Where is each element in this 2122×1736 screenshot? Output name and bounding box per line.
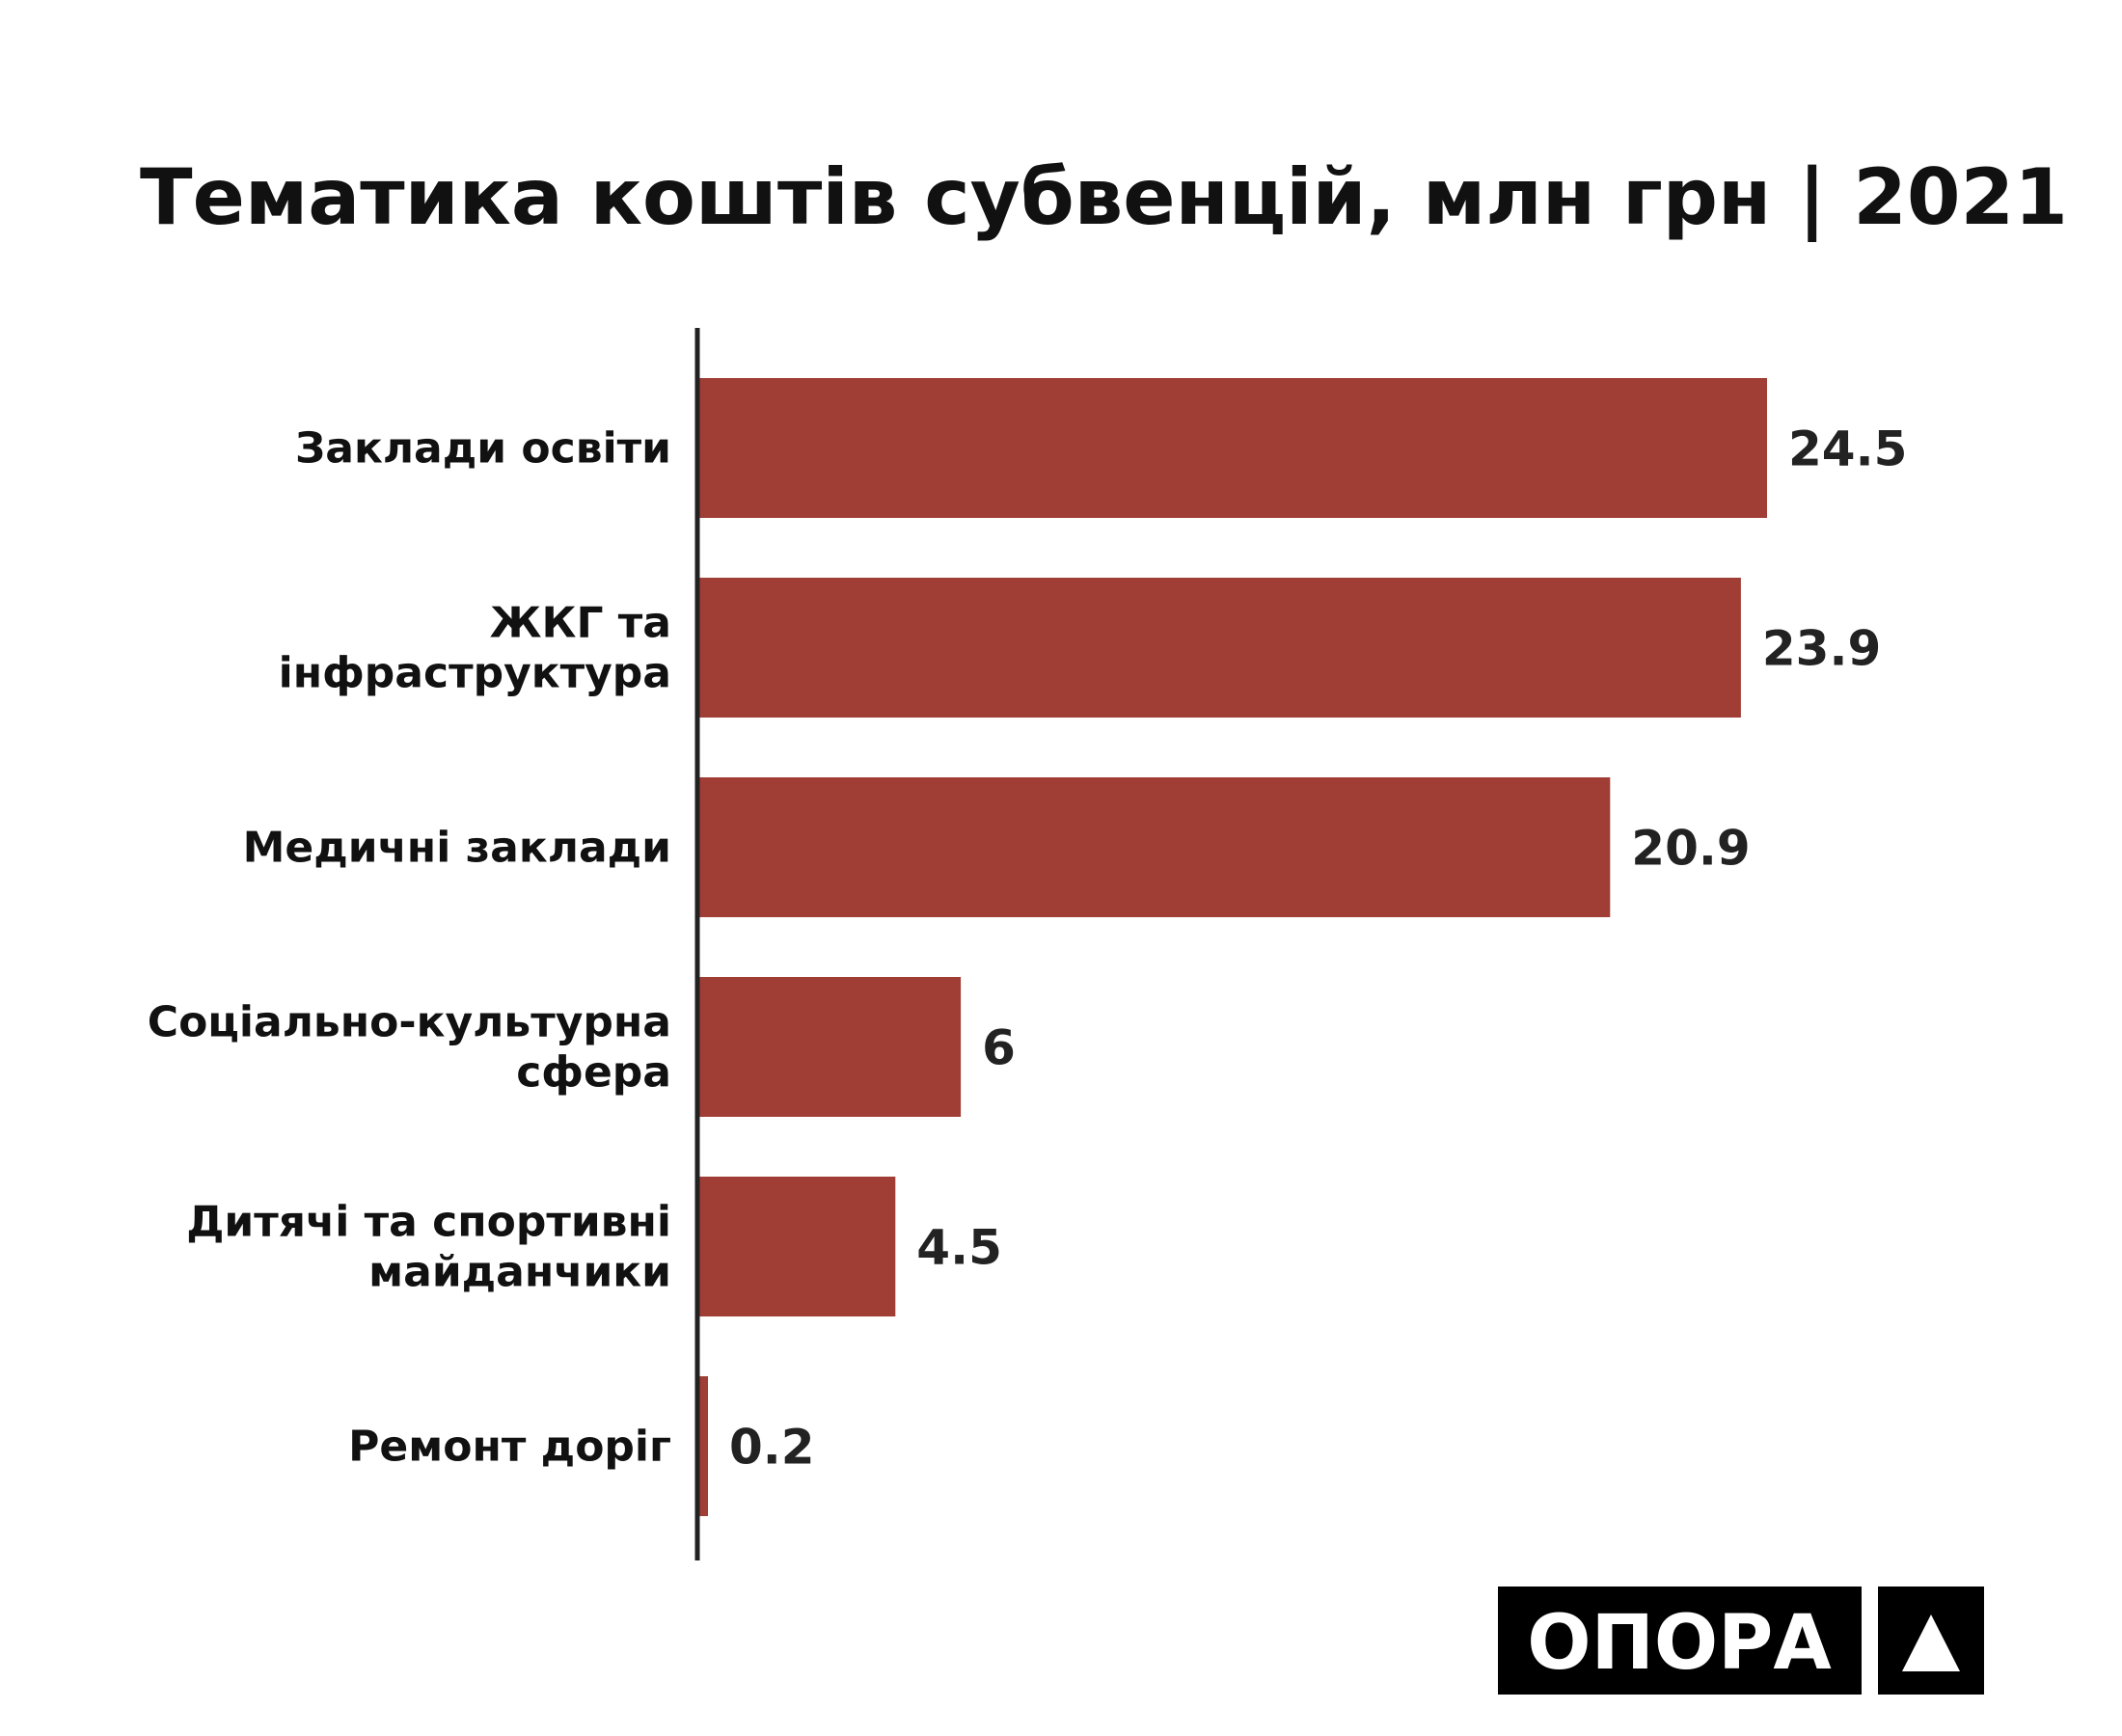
category-label-3-line-0: Соціально-культурна <box>148 998 671 1047</box>
category-label-5-line-0: Ремонт доріг <box>348 1423 671 1472</box>
value-label-2: 20.9 <box>1631 821 1750 877</box>
bar-2 <box>699 777 1611 917</box>
bar-3 <box>699 977 962 1117</box>
category-label-4: Дитячі та спортивні майданчики <box>186 1198 671 1297</box>
chart-title: Тематика коштів субвенцій, млн грн | 202… <box>140 152 2068 243</box>
value-labels: 24.5 23.9 20.9 6 4.5 0.2 <box>729 421 1907 1476</box>
logo-text: ОПОРА <box>1527 1600 1831 1687</box>
bar-5 <box>699 1376 708 1516</box>
opora-logo: ОПОРА <box>1498 1587 1984 1695</box>
triangle-icon <box>1902 1614 1960 1671</box>
category-label-1-line-1: інфраструктура <box>279 649 671 698</box>
value-label-4: 4.5 <box>916 1220 1002 1276</box>
category-label-3: Соціально-культурна сфера <box>148 998 671 1098</box>
category-label-4-line-0: Дитячі та спортивні <box>186 1198 671 1247</box>
category-label-3-line-1: сфера <box>516 1048 671 1098</box>
category-label-1: ЖКГ та інфраструктура <box>279 599 671 698</box>
category-labels: Заклади освіти ЖКГ та інфраструктура Медичн… <box>148 424 671 1472</box>
category-label-5: Ремонт доріг <box>348 1423 671 1472</box>
category-label-0: Заклади освіти <box>295 424 671 474</box>
category-label-1-line-0: ЖКГ та <box>490 599 671 648</box>
category-label-2-line-0: Медичні заклади <box>243 824 671 873</box>
bar-4 <box>699 1177 896 1316</box>
bar-0 <box>699 378 1767 518</box>
bar-1 <box>699 578 1741 718</box>
logo-text-box <box>1498 1587 1862 1695</box>
value-label-0: 24.5 <box>1788 421 1907 477</box>
category-label-4-line-1: майданчики <box>368 1248 671 1297</box>
bars <box>699 378 1767 1516</box>
category-label-2: Медичні заклади <box>243 824 671 873</box>
value-label-5: 0.2 <box>729 1420 815 1476</box>
value-label-1: 23.9 <box>1762 621 1881 677</box>
value-label-3: 6 <box>982 1020 1016 1076</box>
category-label-0-line-0: Заклади освіти <box>295 424 671 474</box>
